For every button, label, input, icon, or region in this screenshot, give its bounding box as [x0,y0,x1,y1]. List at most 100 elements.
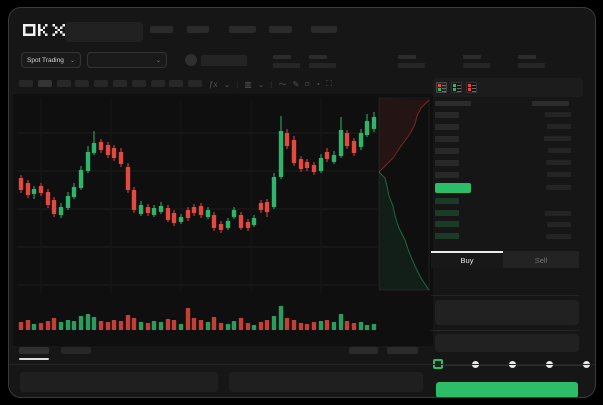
timeframe-button-7[interactable] [150,80,165,87]
tab-buy[interactable]: Buy [431,251,503,268]
volume-bar [271,316,277,330]
indicators-icon[interactable]: ƒx [209,79,218,89]
stat-label-placeholder [463,55,481,59]
timeframe-button-4[interactable] [94,80,109,87]
market-type-dropdown[interactable]: Spot Trading ⌄ [21,52,81,68]
bid-price[interactable] [435,209,459,216]
bottom-bar-action-1[interactable] [387,347,418,354]
volume-bar [245,323,251,330]
ask-price[interactable] [435,148,459,154]
fullscreen-icon[interactable]: ⛶ [326,79,332,88]
volume-bar [131,318,137,330]
buy-submit-button[interactable] [436,382,578,397]
timeframe-button-3[interactable] [75,80,90,87]
ask-amount [545,112,571,117]
candlestick-chart[interactable] [13,94,433,346]
volume-bar [338,314,344,330]
candle-body [105,145,111,155]
candle-body [344,133,350,146]
candle-body [58,207,64,215]
camera-icon[interactable]: ⌑ [305,79,310,89]
chevron-down-icon: ⌄ [69,57,75,64]
book-both-icon[interactable] [436,82,447,93]
candle-body [205,210,211,217]
timeframe-button-1[interactable] [37,80,52,87]
draw-icon[interactable]: ✎ [292,79,300,89]
timeframe-button-0[interactable] [19,80,33,87]
nav-item-0[interactable] [150,26,173,33]
candle-body [271,177,277,207]
timeframe-button-6[interactable] [131,80,146,87]
ask-price[interactable] [435,172,459,178]
bid-price[interactable] [435,232,459,239]
candle-body [131,190,137,210]
nav-item-2[interactable] [229,26,256,33]
candle-body [98,142,104,150]
amount-input[interactable] [435,334,579,352]
candle-body [125,167,131,190]
book-asks-icon[interactable] [466,82,477,93]
ask-amount [544,136,571,141]
bottom-panel-0[interactable] [20,372,218,392]
depth-bids-line [378,171,430,291]
volume-bar [165,319,171,330]
orderbook-toolbar [433,78,583,97]
nav-item-3[interactable] [269,26,292,33]
stat-label-placeholder [518,55,536,59]
bottom-bar-action-0[interactable] [349,347,378,354]
bottom-tab-0[interactable] [19,347,49,354]
ask-price[interactable] [435,136,459,142]
volume-bar [85,314,91,330]
timeframe-button-8[interactable] [169,80,184,87]
chart-canvas [17,97,430,330]
bottom-panel-1[interactable] [229,372,423,392]
volume-bar [198,320,204,330]
volume-bar [278,306,284,330]
price-input[interactable] [435,300,579,325]
depth-panel-border [378,97,430,291]
search-input[interactable] [65,22,143,42]
timeframe-button-5[interactable] [113,80,127,87]
last-amount [546,185,571,190]
volume-bar [38,323,44,330]
timeframe-button-9[interactable] [188,80,203,87]
candle-body [364,121,370,135]
chart-type-icon[interactable]: ▥ [244,79,252,89]
candle-body [198,206,204,215]
candle-body [145,207,151,213]
icon-line [442,85,446,86]
bid-price[interactable] [435,198,459,204]
candle-body [138,205,144,214]
ask-price[interactable] [435,160,459,166]
volume-bar [91,317,97,330]
last-price-badge[interactable] [435,183,471,193]
icon-color-bottom [438,88,441,91]
ask-price[interactable] [435,124,459,130]
okx-logo[interactable]: OKX [23,23,65,42]
volume-bar [298,323,304,330]
volume-bar [185,308,191,330]
chevron-down-icon[interactable]: ⌄ [257,79,265,89]
timeframe-button-2[interactable] [56,80,71,87]
chevron-down-icon[interactable]: ⌄ [223,79,231,89]
volume-bar [324,320,330,330]
volume-bar [151,321,157,330]
candle-body [238,215,244,228]
nav-item-4[interactable] [311,26,337,33]
ask-price[interactable] [435,112,459,118]
volume-bar [284,318,290,330]
settings-icon[interactable]: ◔ [315,79,321,89]
candle-body [351,141,357,153]
bid-price[interactable] [435,221,459,227]
line-tool-icon[interactable]: 〜 [278,79,287,89]
bottom-tab-1[interactable] [61,347,91,354]
depth-asks-line [378,99,430,173]
volume-bar [51,318,57,330]
book-bids-icon[interactable] [451,82,462,93]
pair-selector-dropdown[interactable]: ⌄ [87,52,167,68]
tab-sell[interactable]: Sell [503,251,579,268]
icon-line [442,91,446,92]
nav-item-1[interactable] [187,26,209,33]
icon-color-bottom [453,88,456,91]
volume-bar [78,316,84,330]
